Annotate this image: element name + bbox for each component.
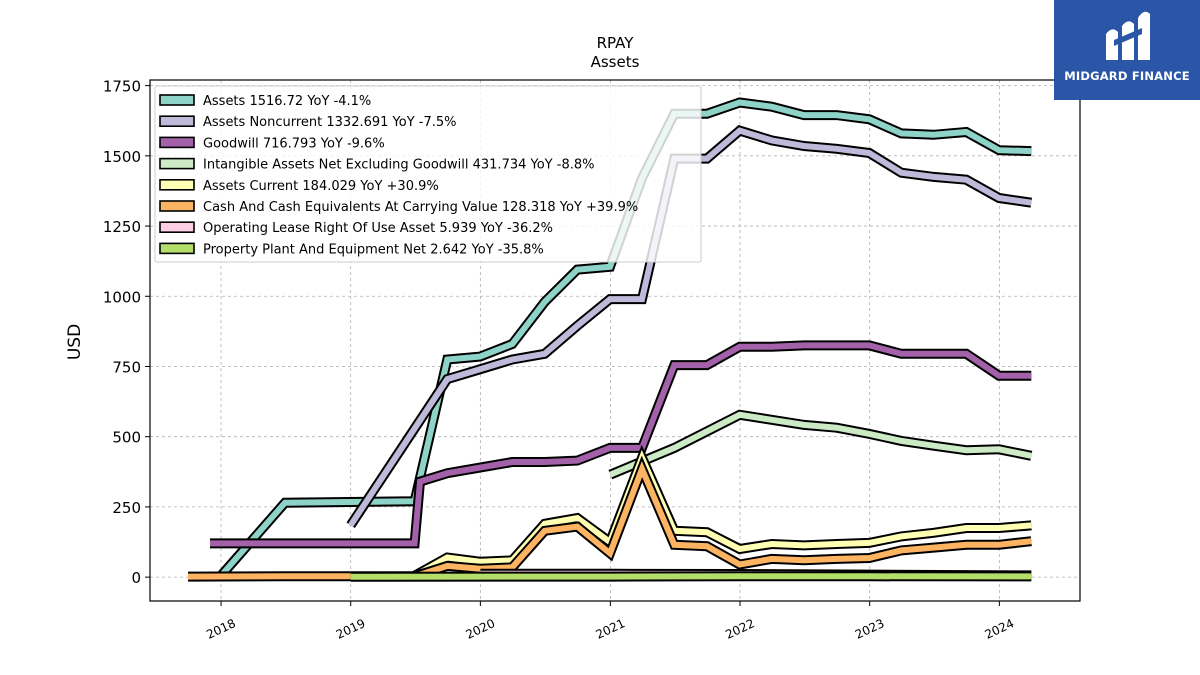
legend-label: Goodwill 716.793 YoY -9.6%	[203, 136, 385, 151]
series-outline	[187, 455, 1032, 582]
legend-item: Assets Current 184.029 YoY +30.9%	[159, 179, 439, 194]
series-line	[210, 340, 1032, 549]
x-tick-label: 2021	[594, 616, 628, 642]
legend-swatch	[159, 221, 195, 233]
x-tick-label: 2018	[204, 616, 238, 642]
legend-swatch	[159, 136, 195, 149]
brand-name: MIDGARD FINANCE	[1064, 69, 1190, 83]
chart-title: RPAY	[597, 34, 635, 52]
legend-swatch	[159, 94, 195, 106]
legend-swatch	[159, 200, 195, 212]
legend-label: Assets Current 184.029 YoY +30.9%	[203, 179, 439, 194]
legend-item: Assets 1516.72 YoY -4.1%	[159, 94, 371, 109]
series-line	[608, 409, 1033, 480]
legend: Assets 1516.72 YoY -4.1% Assets Noncurren…	[154, 85, 702, 263]
legend-label: Assets Noncurrent 1332.691 YoY -7.5%	[203, 115, 457, 130]
legend-box	[154, 85, 702, 263]
x-tick-label: 2022	[723, 616, 757, 642]
y-tick-label: 250	[112, 499, 141, 517]
series-line	[350, 571, 1032, 582]
x-tick-label: 2020	[464, 616, 498, 642]
legend-label: Property Plant And Equipment Net 2.642 Y…	[203, 242, 544, 257]
legend-item: Property Plant And Equipment Net 2.642 Y…	[159, 242, 544, 257]
y-tick-label: 1250	[103, 218, 141, 236]
legend-item: Cash And Cash Equivalents At Carrying Va…	[159, 200, 638, 215]
x-axis: 2018 2019 2020 2021 2022 2023 2024	[204, 601, 1016, 642]
brand-logo: MIDGARD FINANCE	[1054, 0, 1200, 100]
legend-item: Assets Noncurrent 1332.691 YoY -7.5%	[159, 115, 457, 130]
y-tick-label: 0	[131, 569, 141, 587]
legend-item: Operating Lease Right Of Use Asset 5.939…	[159, 221, 553, 236]
chart-subtitle: Assets	[591, 53, 640, 71]
x-tick-label: 2024	[983, 616, 1017, 642]
series-path	[348, 127, 1032, 527]
legend-label: Operating Lease Right Of Use Asset 5.939…	[203, 221, 553, 236]
series-path	[187, 460, 1032, 580]
legend-swatch	[159, 242, 195, 255]
series-path	[609, 411, 1032, 478]
y-tick-label: 1750	[103, 78, 141, 96]
y-tick-label: 1500	[103, 148, 141, 166]
legend-item: Intangible Assets Net Excluding Goodwill…	[159, 157, 594, 173]
legend-item: Goodwill 716.793 YoY -9.6%	[159, 136, 385, 151]
legend-swatch	[159, 115, 195, 127]
y-tick-label: 500	[112, 429, 141, 447]
y-axis-label: USD	[65, 324, 85, 360]
legend-swatch	[159, 157, 195, 170]
series-path	[350, 573, 1032, 580]
legend-label: Assets 1516.72 YoY -4.1%	[203, 94, 371, 109]
y-axis: 0 250 500 750 1000 1250 1500 1750	[103, 78, 150, 587]
series-line	[187, 455, 1032, 582]
y-tick-label: 750	[112, 358, 141, 376]
legend-swatch	[159, 179, 195, 191]
legend-label: Intangible Assets Net Excluding Goodwill…	[203, 158, 594, 173]
plot-frame	[149, 79, 1081, 602]
x-tick-label: 2019	[334, 616, 368, 642]
legend-label: Cash And Cash Equivalents At Carrying Va…	[203, 200, 638, 215]
y-tick-label: 1000	[103, 288, 141, 306]
logo-mark-icon	[1106, 11, 1150, 60]
series-path	[210, 342, 1032, 547]
x-tick-label: 2023	[853, 616, 887, 642]
series-line	[346, 125, 1033, 528]
